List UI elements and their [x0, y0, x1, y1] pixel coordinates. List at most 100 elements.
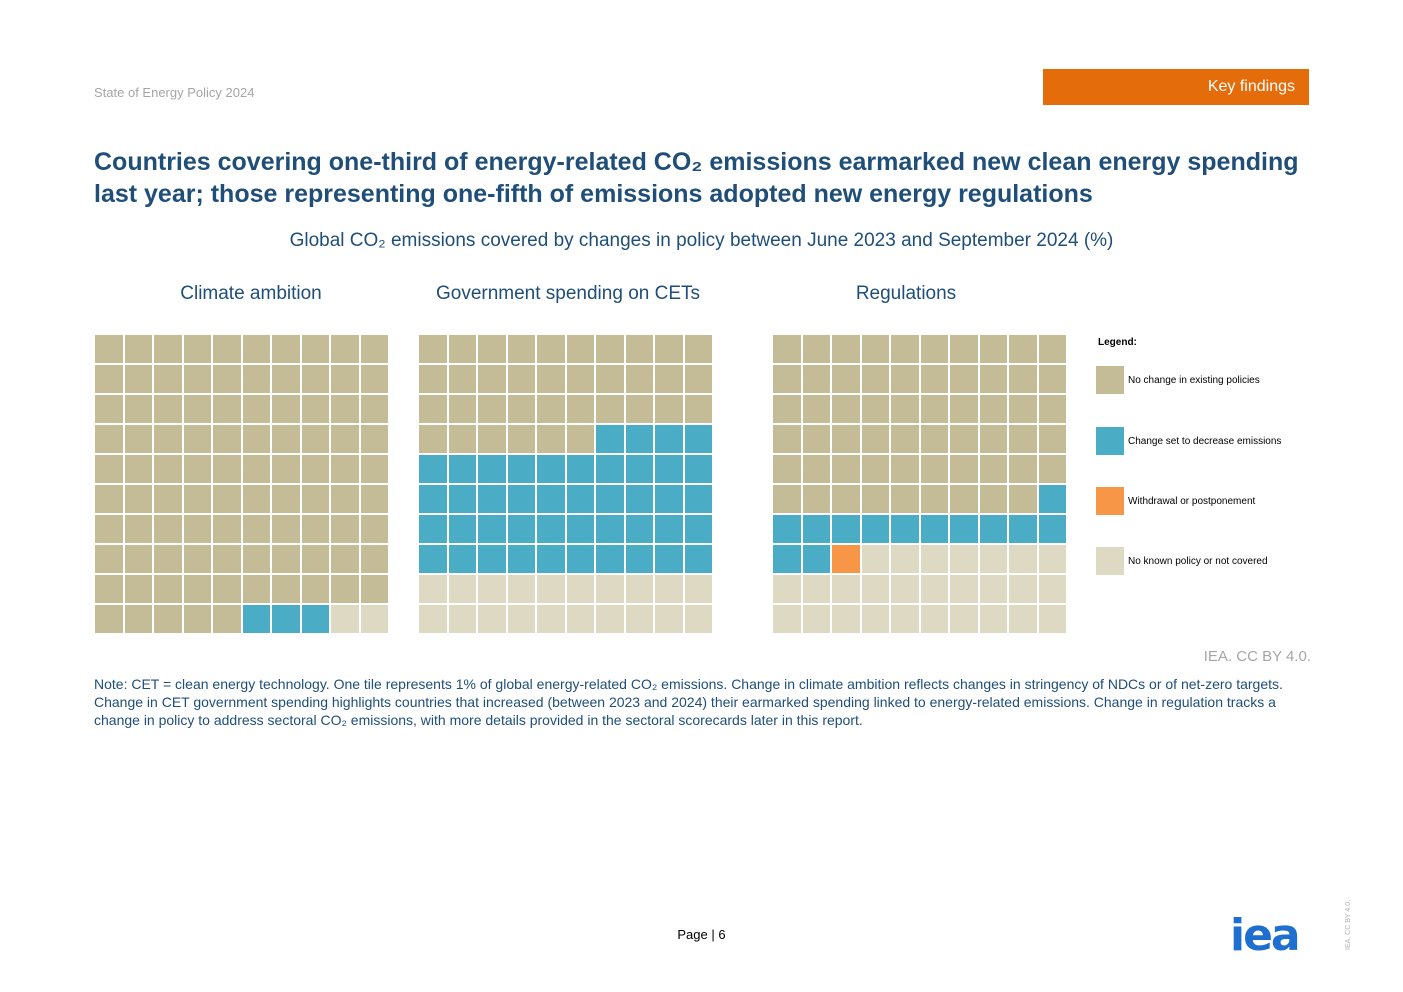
- waffle-tile-no-change: [1038, 395, 1066, 423]
- waffle-tile-no-change: [124, 425, 152, 453]
- waffle-tile-decrease: [478, 515, 506, 543]
- waffle-tile-not-covered: [1009, 575, 1037, 603]
- waffle-tile-decrease: [448, 455, 476, 483]
- waffle-tile-no-change: [861, 485, 889, 513]
- waffle-tile-no-change: [920, 485, 948, 513]
- waffle-tile-no-change: [1038, 335, 1066, 363]
- waffle-tile-no-change: [507, 365, 535, 393]
- legend-label: No known policy or not covered: [1128, 555, 1268, 567]
- waffle-tile-decrease: [419, 545, 447, 573]
- waffle-tile-decrease: [537, 515, 565, 543]
- legend-title: Legend:: [1098, 337, 1137, 348]
- waffle-tile-no-change: [537, 365, 565, 393]
- waffle-tile-no-change: [183, 365, 211, 393]
- panel-title-regulations: Regulations: [855, 283, 957, 304]
- waffle-tile-not-covered: [1038, 545, 1066, 573]
- waffle-tile-no-change: [832, 365, 860, 393]
- legend-label: Withdrawal or postponement: [1128, 495, 1256, 507]
- waffle-tile-not-covered: [507, 605, 535, 633]
- waffle-tile-no-change: [95, 575, 123, 603]
- chart-title: Global CO₂ emissions covered by changes …: [289, 230, 1114, 251]
- waffle-tile-no-change: [1009, 425, 1037, 453]
- waffle-tile-no-change: [419, 395, 447, 423]
- waffle-tile-not-covered: [537, 575, 565, 603]
- waffle-tile-decrease: [802, 515, 830, 543]
- waffle-tile-no-change: [301, 395, 329, 423]
- iea-logo[interactable]: iea: [1230, 910, 1301, 961]
- waffle-tile-no-change: [360, 545, 388, 573]
- waffle-tile-decrease: [861, 515, 889, 543]
- waffle-tile-no-change: [478, 365, 506, 393]
- waffle-tile-no-change: [950, 485, 978, 513]
- waffle-tile-no-change: [979, 365, 1007, 393]
- waffle-tile-no-change: [95, 605, 123, 633]
- waffle-tile-decrease: [802, 545, 830, 573]
- waffle-tile-decrease: [507, 515, 535, 543]
- waffle-climate-ambition: [95, 335, 388, 633]
- waffle-tile-decrease: [1009, 515, 1037, 543]
- waffle-tile-no-change: [566, 365, 594, 393]
- waffle-tile-decrease: [596, 455, 624, 483]
- waffle-tile-not-covered: [979, 545, 1007, 573]
- waffle-tile-not-covered: [861, 605, 889, 633]
- waffle-tile-no-change: [537, 425, 565, 453]
- waffle-tile-decrease: [448, 545, 476, 573]
- panel-title-climate-ambition: Climate ambition: [180, 283, 322, 304]
- legend-item-decrease: Change set to decrease emissions: [1096, 427, 1281, 455]
- section-tag[interactable]: Key findings: [1043, 69, 1309, 105]
- waffle-tile-no-change: [301, 485, 329, 513]
- waffle-cet-spending: [419, 335, 712, 633]
- waffle-tile-no-change: [242, 365, 270, 393]
- waffle-tile-decrease: [655, 485, 683, 513]
- waffle-tile-no-change: [272, 575, 300, 603]
- waffle-tile-not-covered: [419, 605, 447, 633]
- waffle-tile-no-change: [419, 335, 447, 363]
- waffle-tile-no-change: [124, 485, 152, 513]
- waffle-tile-not-covered: [950, 545, 978, 573]
- waffle-tile-no-change: [625, 395, 653, 423]
- waffle-tile-no-change: [950, 335, 978, 363]
- waffle-tile-no-change: [802, 425, 830, 453]
- waffle-tile-decrease: [242, 605, 270, 633]
- waffle-tile-no-change: [95, 365, 123, 393]
- waffle-tile-no-change: [1009, 485, 1037, 513]
- waffle-tile-no-change: [950, 455, 978, 483]
- waffle-tile-no-change: [773, 485, 801, 513]
- waffle-tile-decrease: [419, 485, 447, 513]
- waffle-tile-decrease: [419, 515, 447, 543]
- waffle-tile-no-change: [478, 395, 506, 423]
- waffle-tile-decrease: [507, 485, 535, 513]
- waffle-tile-no-change: [1009, 335, 1037, 363]
- waffle-tile-decrease: [596, 425, 624, 453]
- legend-swatch: [1096, 427, 1124, 455]
- waffle-tile-withdrawal: [832, 545, 860, 573]
- waffle-tile-no-change: [301, 515, 329, 543]
- waffle-tile-no-change: [242, 335, 270, 363]
- waffle-tile-no-change: [507, 335, 535, 363]
- waffle-tile-no-change: [448, 425, 476, 453]
- waffle-tile-decrease: [419, 455, 447, 483]
- waffle-tile-no-change: [920, 395, 948, 423]
- waffle-tile-decrease: [596, 485, 624, 513]
- waffle-tile-no-change: [242, 545, 270, 573]
- waffle-tile-no-change: [448, 365, 476, 393]
- waffle-tile-not-covered: [684, 575, 712, 603]
- waffle-tile-not-covered: [448, 605, 476, 633]
- waffle-tile-no-change: [183, 425, 211, 453]
- waffle-tile-not-covered: [419, 575, 447, 603]
- waffle-tile-decrease: [448, 515, 476, 543]
- waffle-tile-no-change: [183, 485, 211, 513]
- waffle-tile-no-change: [507, 425, 535, 453]
- waffle-tile-no-change: [124, 455, 152, 483]
- waffle-tile-no-change: [213, 425, 241, 453]
- waffle-tile-no-change: [566, 425, 594, 453]
- waffle-tile-no-change: [625, 365, 653, 393]
- waffle-tile-no-change: [1009, 455, 1037, 483]
- waffle-tile-no-change: [360, 365, 388, 393]
- waffle-tile-decrease: [684, 425, 712, 453]
- waffle-tile-decrease: [1038, 515, 1066, 543]
- waffle-tile-no-change: [272, 335, 300, 363]
- waffle-tile-decrease: [979, 515, 1007, 543]
- waffle-tile-no-change: [272, 395, 300, 423]
- waffle-tile-no-change: [891, 425, 919, 453]
